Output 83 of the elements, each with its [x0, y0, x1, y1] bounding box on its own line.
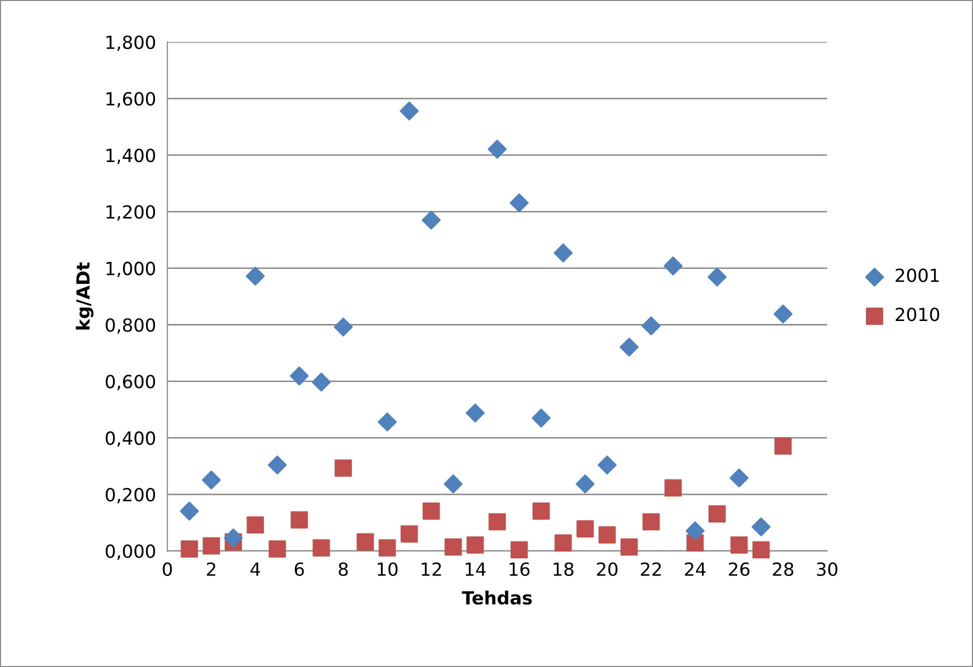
- x-tick-label: 26: [728, 562, 750, 576]
- point: [642, 316, 661, 336]
- point: [268, 456, 287, 474]
- point: [664, 256, 683, 276]
- point: [554, 243, 573, 262]
- x-tick-label: 12: [422, 562, 441, 576]
- x-tick-label: 8: [338, 562, 348, 576]
- point: [334, 318, 353, 336]
- point: [598, 456, 617, 474]
- y-tick-label: 0,400: [106, 431, 156, 447]
- x-tick-label: 14: [466, 562, 486, 576]
- point: [576, 520, 594, 538]
- y-tick-label: 0,000: [106, 544, 156, 560]
- point: [752, 541, 770, 558]
- point: [202, 470, 221, 490]
- point: [752, 517, 771, 536]
- point: [180, 540, 198, 558]
- point: [620, 538, 638, 556]
- x-tick-label: 18: [554, 562, 574, 576]
- point: [730, 468, 749, 488]
- point: [378, 539, 396, 556]
- point: [488, 140, 507, 159]
- point: [444, 538, 462, 556]
- point: [246, 516, 264, 534]
- point: [510, 541, 528, 558]
- point: [202, 537, 220, 554]
- point: [730, 536, 748, 554]
- point: [180, 502, 199, 521]
- x-tick-label: 6: [294, 562, 304, 576]
- y-tick-label: 0,600: [106, 374, 156, 390]
- point: [686, 521, 705, 540]
- point: [532, 502, 550, 520]
- point: [708, 505, 726, 523]
- x-tick-label: 24: [684, 562, 706, 576]
- x-tick-label: 2: [206, 562, 216, 576]
- point: [466, 403, 485, 422]
- y-axis-title: kg/ADt: [76, 262, 94, 330]
- y-tick-label: 0,200: [106, 488, 156, 504]
- legend-label: 2010: [896, 308, 940, 322]
- point: [290, 366, 309, 386]
- x-tick-label: 4: [250, 562, 260, 576]
- point: [444, 474, 463, 494]
- point: [642, 513, 660, 530]
- x-tick-label: 20: [596, 562, 618, 576]
- x-tick-label: 22: [640, 562, 661, 576]
- x-tick-label: 10: [378, 562, 398, 576]
- y-tick-label: 0,800: [106, 318, 156, 334]
- point: [224, 528, 243, 548]
- point: [708, 267, 727, 286]
- point: [774, 304, 793, 324]
- x-tick-label: 30: [816, 562, 838, 576]
- y-tick-label: 1,400: [106, 148, 156, 164]
- point: [378, 412, 397, 432]
- point: [598, 526, 616, 544]
- point: [422, 502, 440, 520]
- point: [246, 266, 265, 286]
- point: [400, 102, 419, 120]
- y-tick-label: 1,000: [106, 262, 156, 278]
- point: [510, 193, 529, 212]
- y-tick-label: 1,800: [106, 35, 156, 51]
- point: [554, 534, 572, 552]
- x-tick-label: 16: [510, 562, 530, 576]
- y-tick-label: 1,600: [106, 92, 156, 108]
- point: [312, 372, 331, 392]
- x-axis-title: Tehdas: [462, 590, 532, 605]
- legend-label: 2001: [896, 268, 939, 282]
- point: [664, 479, 682, 497]
- point: [334, 459, 352, 477]
- point: [356, 533, 374, 551]
- point: [422, 210, 441, 230]
- point: [620, 338, 639, 357]
- point: [268, 540, 286, 558]
- point: [466, 536, 484, 554]
- point: [400, 525, 418, 543]
- point: [488, 513, 506, 530]
- point: [576, 474, 595, 494]
- x-tick-label: 28: [772, 562, 794, 576]
- x-tick-label: 0: [162, 562, 172, 576]
- y-tick-label: 1,200: [106, 205, 156, 221]
- point: [774, 437, 792, 455]
- point: [312, 539, 330, 556]
- point: [532, 408, 551, 428]
- point: [290, 511, 308, 528]
